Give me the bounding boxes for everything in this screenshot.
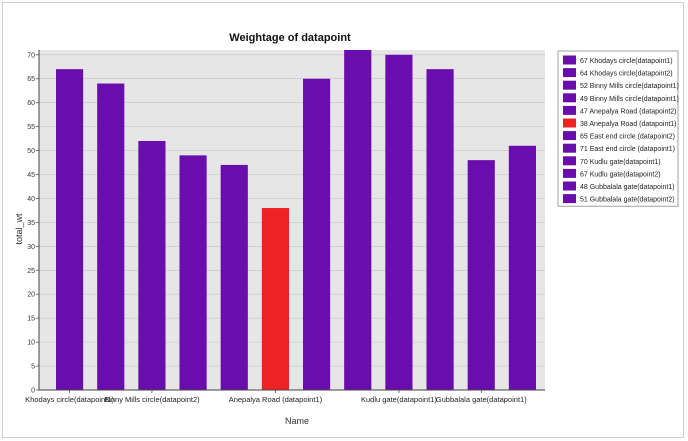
y-tick-label: 10 [27,340,35,347]
bar [508,145,537,390]
bar [302,78,331,390]
legend-entry: 48 Gubbalala gate(datapoint1) [580,184,675,191]
x-category-label: Khodays circle(datapoint1) [25,395,114,404]
bar [97,83,125,391]
y-tick-label: 20 [27,292,35,299]
y-tick-label: 5 [31,364,35,371]
bar [261,208,290,390]
legend-entry: 70 Kudlu gate(datapoint1) [580,159,661,166]
y-tick-label: 45 [27,172,35,179]
y-tick-label: 70 [27,52,35,59]
bar [344,50,372,390]
bars [55,50,537,391]
x-axis-title: Name [285,416,309,426]
x-category-label: Binny Mills circle(datapoint2) [104,395,200,404]
legend-entry: 47 Anepalya Road (datapoint2) [580,108,677,115]
x-category-label: Anepalya Road (datapoint1) [229,395,323,404]
legend-swatch [563,80,576,90]
legend-entry: 67 Khodays circle(datapoint1) [580,58,673,65]
legend-entry: 38 Anepalya Road (datapoint1) [580,121,677,128]
legend-swatch [563,68,576,78]
bar [220,164,248,390]
x-category-label: Gubbalala gate(datapoint1) [436,395,527,404]
legend-swatch [563,131,576,141]
bar [385,54,413,391]
legend-box [557,50,679,207]
legend-entry: 51 Gubbalala gate(datapoint2) [580,197,675,204]
bar [426,69,454,390]
legend-entry: 67 Kudlu gate(datapoint2) [580,171,661,178]
y-tick-label: 30 [27,244,35,251]
bar [467,160,495,390]
legend-swatch [563,194,576,204]
chart-title: Weightage of datapoint [229,32,351,44]
y-tick-label: 35 [27,220,35,227]
legend-swatch [563,118,576,128]
x-category-labels: Khodays circle(datapoint1)Binny Mills ci… [25,390,527,404]
legend-entry: 65 East end circle (datapoint2) [580,134,675,141]
legend-swatch [563,181,576,191]
y-tick-label: 40 [27,196,35,203]
y-tick-label: 60 [27,100,35,107]
legend: 67 Khodays circle(datapoint1) 64 Khodays … [557,50,679,207]
y-tick-label: 65 [27,76,35,83]
legend-entry: 71 East end circle (datapoint1) [580,146,675,153]
bar [179,155,207,390]
y-tick-label: 15 [27,316,35,323]
legend-swatch [563,93,576,103]
y-axis-title: total_wt [14,213,24,245]
legend-entry: 64 Khodays circle(datapoint2) [580,71,673,78]
axes [38,50,545,391]
y-tick-label: 50 [27,148,35,155]
legend-swatch [563,168,576,178]
legend-swatch [563,55,576,65]
y-tick-label: 0 [31,388,35,395]
legend-swatch [563,143,576,153]
legend-swatch [563,156,576,166]
y-tick-label: 55 [27,124,35,131]
bar [55,69,84,390]
y-tick-label: 25 [27,268,35,275]
x-category-label: Kudlu gate(datapoint1) [361,395,437,404]
legend-entry: 52 Binny Mills circle(datapoint1) [580,83,679,90]
y-tick-labels: 0 5 10 15 20 25 30 35 40 45 50 55 60 65 70 [27,52,39,395]
bar-chart: Weightage of datapoint 0 5 10 15 20 25 30 35 40 4… [14,32,679,426]
legend-entry: 49 Binny Mills circle(datapoint1) [580,96,679,103]
legend-swatch [563,105,576,115]
bar [138,140,166,390]
